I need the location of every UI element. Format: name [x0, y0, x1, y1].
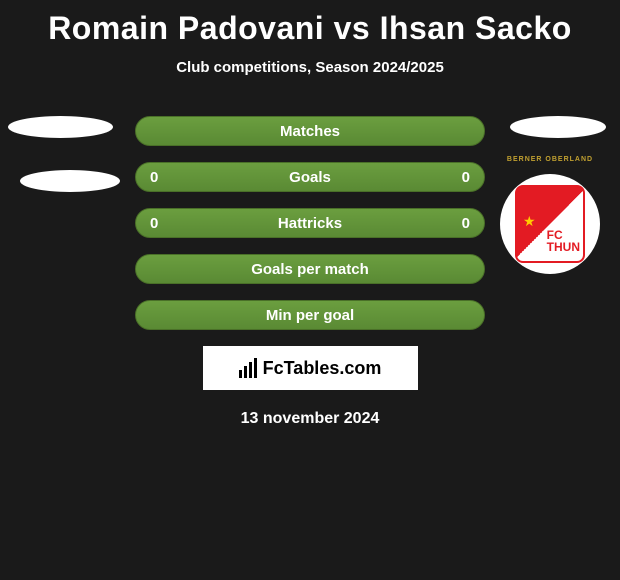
stat-rows: Matches 0 Goals 0 0 Hattricks 0 Goals pe… [135, 116, 485, 330]
stat-row-matches: Matches [135, 116, 485, 146]
avatar-placeholder-ellipse [510, 116, 606, 138]
stat-row-hattricks: 0 Hattricks 0 [135, 208, 485, 238]
stat-label: Hattricks [278, 215, 342, 232]
bar-chart-icon [239, 358, 257, 378]
brand-text: FcTables.com [263, 358, 382, 379]
avatar-placeholder-ellipse [8, 116, 113, 138]
badge-shield: ★ FCTHUN [515, 185, 585, 263]
stat-row-min-per-goal: Min per goal [135, 300, 485, 330]
star-icon: ★ [523, 213, 536, 230]
stat-right-value: 0 [462, 215, 470, 232]
stat-label: Goals per match [251, 261, 369, 278]
stat-left-value: 0 [150, 215, 158, 232]
brand-bar [249, 362, 252, 378]
stat-label: Goals [289, 169, 331, 186]
stat-label: Min per goal [266, 307, 354, 324]
player-left-avatar [8, 116, 120, 192]
player-right-avatar [510, 116, 606, 138]
badge-top-text: BERNER OBERLAND [507, 156, 593, 163]
brand-bar [244, 366, 247, 378]
branding-badge: FcTables.com [203, 346, 418, 390]
brand-bar [239, 370, 242, 378]
season-subtitle: Club competitions, Season 2024/2025 [0, 59, 620, 76]
page-title: Romain Padovani vs Ihsan Sacko [0, 0, 620, 47]
comparison-card: Romain Padovani vs Ihsan Sacko Club comp… [0, 0, 620, 580]
badge-club-name: FCTHUN [547, 229, 580, 253]
club-badge: BERNER OBERLAND ★ FCTHUN [500, 174, 600, 274]
avatar-placeholder-ellipse [20, 170, 120, 192]
stat-left-value: 0 [150, 169, 158, 186]
stat-right-value: 0 [462, 169, 470, 186]
stat-row-goals-per-match: Goals per match [135, 254, 485, 284]
stats-area: BERNER OBERLAND ★ FCTHUN Matches 0 Goals… [0, 116, 620, 428]
stat-row-goals: 0 Goals 0 [135, 162, 485, 192]
brand-bar [254, 358, 257, 378]
snapshot-date: 13 november 2024 [0, 410, 620, 428]
stat-label: Matches [280, 123, 340, 140]
